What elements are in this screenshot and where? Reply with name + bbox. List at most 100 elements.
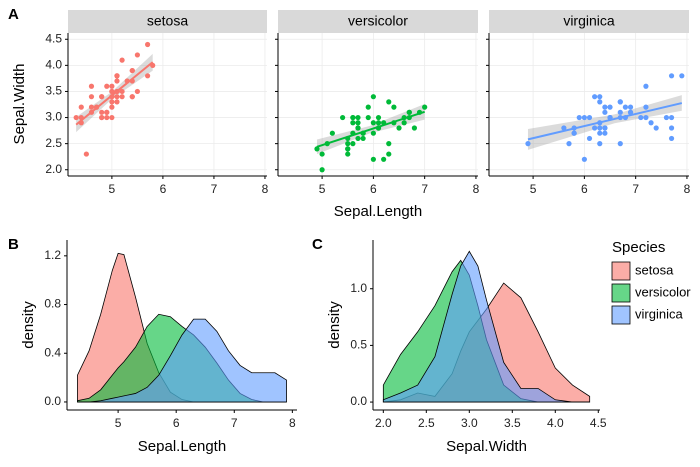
facet-strip — [489, 10, 689, 33]
facet-strip — [278, 10, 478, 33]
point — [104, 114, 110, 121]
point — [114, 94, 120, 100]
point — [375, 114, 382, 121]
point — [88, 94, 95, 100]
legend-label: versicolor — [635, 284, 691, 299]
point — [78, 104, 84, 110]
facet-strip — [68, 10, 267, 33]
point — [355, 114, 361, 121]
facet-label: setosa — [147, 13, 188, 29]
point — [638, 114, 644, 121]
point — [668, 114, 675, 121]
x-tick-label: 8 — [684, 182, 691, 196]
plot-background — [278, 33, 478, 176]
point — [88, 104, 95, 110]
y-tick-label: 3.5 — [45, 84, 62, 98]
point — [134, 52, 140, 58]
facet-label: virginica — [563, 13, 615, 29]
point — [566, 141, 572, 147]
point — [345, 141, 351, 147]
point — [99, 94, 105, 100]
x-axis-title: Sepal.Length — [334, 203, 422, 220]
regression-line — [316, 110, 425, 148]
point — [617, 99, 623, 105]
point — [679, 73, 685, 79]
point — [597, 130, 603, 136]
x-tick-label: 6 — [370, 182, 377, 196]
point — [114, 99, 120, 105]
point — [114, 78, 120, 84]
point — [597, 125, 603, 131]
point — [365, 114, 371, 121]
point — [592, 125, 598, 131]
point — [571, 130, 577, 136]
point — [319, 167, 325, 173]
y-tick-label: 0.5 — [350, 338, 367, 352]
point — [576, 114, 582, 121]
point — [355, 135, 361, 142]
point — [653, 125, 659, 131]
point — [345, 146, 351, 152]
legend-key — [611, 305, 631, 325]
point — [401, 120, 407, 126]
point — [109, 83, 115, 89]
x-tick-label: 7 — [632, 182, 639, 196]
point — [602, 109, 608, 115]
panel-label: A — [8, 6, 19, 23]
point — [663, 114, 670, 121]
x-tick-label: 4.0 — [547, 416, 564, 430]
point — [617, 141, 623, 147]
point — [592, 94, 598, 100]
point — [643, 114, 649, 121]
point — [73, 114, 79, 121]
point — [391, 104, 397, 110]
point — [597, 141, 603, 147]
point — [607, 104, 613, 110]
x-tick-label: 6 — [173, 416, 180, 430]
point — [581, 156, 587, 162]
y-tick-label: 0.0 — [44, 394, 61, 408]
legend-label: setosa — [635, 262, 674, 277]
point — [329, 130, 335, 136]
plot-background — [489, 33, 689, 176]
panel-label: C — [312, 236, 323, 253]
x-tick-label: 7 — [421, 182, 428, 196]
point — [145, 73, 151, 79]
x-tick-label: 8 — [473, 182, 480, 196]
point — [145, 41, 151, 48]
point — [375, 120, 382, 126]
point — [386, 99, 392, 105]
point — [370, 120, 376, 126]
point — [602, 104, 608, 110]
point — [355, 125, 361, 131]
point — [134, 88, 140, 95]
point — [109, 88, 115, 95]
point — [668, 73, 675, 79]
legend-key — [611, 261, 631, 281]
point — [411, 125, 418, 131]
point — [668, 125, 675, 131]
x-tick-label: 8 — [289, 416, 296, 430]
regression-line — [75, 61, 154, 126]
y-tick-label: 2.0 — [45, 162, 62, 176]
point — [597, 94, 603, 100]
point — [355, 120, 361, 126]
x-tick-label: 5 — [115, 416, 122, 430]
x-tick-label: 6 — [160, 182, 167, 196]
point — [627, 109, 634, 115]
x-tick-label: 7 — [211, 182, 218, 196]
point — [602, 130, 608, 136]
point — [586, 114, 593, 121]
x-tick-label: 8 — [262, 182, 269, 196]
legend-title: Species — [612, 239, 665, 256]
point — [622, 104, 629, 110]
point — [581, 114, 587, 121]
x-tick-label: 5 — [319, 182, 326, 196]
point — [422, 104, 428, 110]
point — [314, 146, 320, 152]
y-tick-label: 4.5 — [45, 31, 62, 45]
point — [668, 135, 675, 142]
point — [597, 99, 603, 105]
point — [643, 83, 649, 89]
point — [525, 141, 531, 147]
